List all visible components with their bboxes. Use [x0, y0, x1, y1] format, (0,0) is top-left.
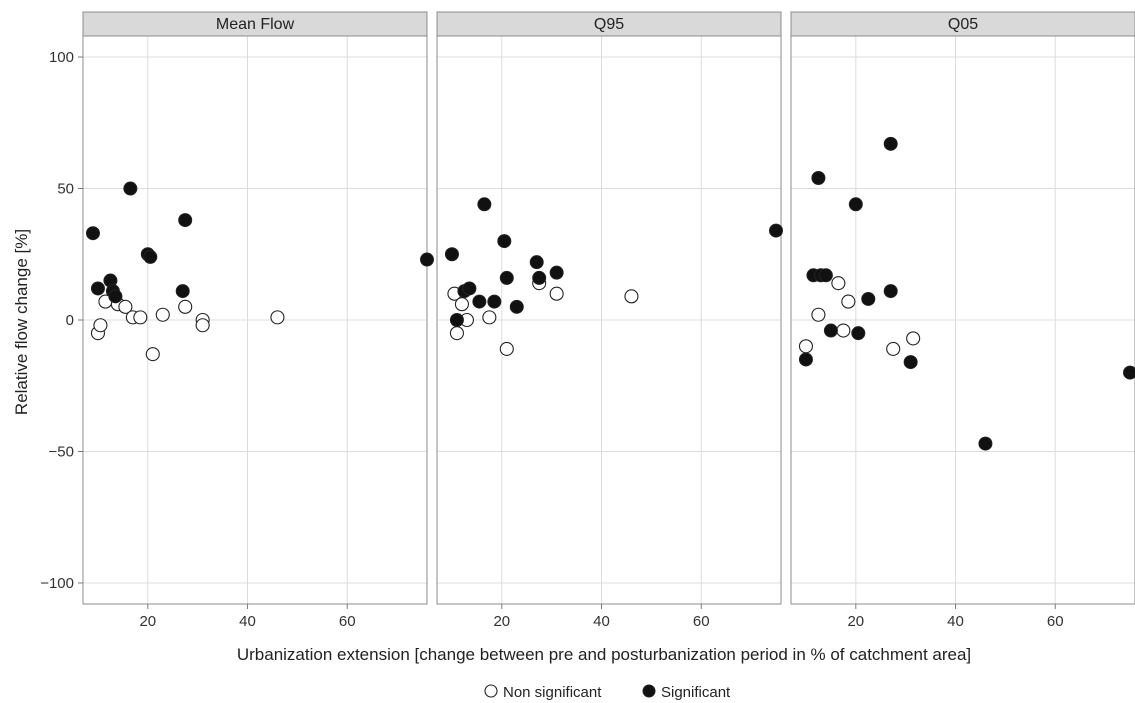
panel-q95: Q95 20 40 60 — [436, 11, 784, 630]
point-significant — [978, 436, 993, 451]
point-non-significant — [454, 297, 469, 312]
point-significant — [444, 247, 459, 262]
y-tick-label: 100 — [49, 49, 74, 66]
x-tick-label: 60 — [339, 613, 356, 630]
x-tick-label: 60 — [1047, 613, 1064, 630]
points-q05 — [798, 136, 1135, 451]
y-tick-label: −50 — [49, 443, 74, 460]
point-non-significant — [195, 318, 210, 333]
legend-label-non-significant: Non significant — [503, 684, 602, 701]
point-significant — [449, 313, 464, 327]
point-non-significant — [906, 331, 921, 346]
point-significant — [1123, 365, 1135, 380]
point-non-significant — [549, 286, 564, 301]
point-significant — [509, 299, 524, 314]
point-significant — [532, 270, 547, 285]
point-non-significant — [155, 307, 170, 322]
point-significant — [818, 268, 833, 283]
point-non-significant — [831, 276, 846, 291]
point-non-significant — [499, 341, 514, 356]
x-tick-label: 20 — [847, 613, 864, 630]
x-tick-label: 40 — [947, 613, 964, 630]
point-non-significant — [178, 299, 193, 314]
legend: Non significant Significant — [484, 684, 731, 701]
point-significant — [883, 136, 898, 151]
point-non-significant — [93, 318, 108, 333]
point-significant — [123, 181, 138, 196]
panel-border-q05 — [790, 35, 1135, 605]
points-mean-flow — [85, 181, 434, 362]
point-non-significant — [624, 289, 639, 304]
point-significant — [420, 252, 434, 267]
legend-marker-significant — [642, 684, 656, 698]
point-non-significant — [270, 310, 285, 325]
point-significant — [487, 294, 502, 309]
legend-label-significant: Significant — [661, 684, 731, 701]
point-significant — [178, 213, 193, 228]
y-tick-label: 50 — [57, 181, 74, 198]
point-non-significant — [841, 294, 856, 309]
panel-q05: Q05 20 40 60 — [790, 11, 1135, 630]
point-significant — [549, 265, 564, 280]
panel-mean-flow: Mean Flow 20 40 60 — [82, 11, 434, 630]
point-significant — [108, 289, 123, 304]
x-tick-label: 60 — [693, 613, 710, 630]
point-significant — [477, 197, 492, 212]
point-non-significant — [145, 347, 160, 362]
point-significant — [143, 249, 158, 264]
strip-mean-flow — [82, 11, 428, 37]
point-significant — [472, 294, 487, 309]
point-significant — [861, 291, 876, 306]
strip-label-q95: Q95 — [594, 16, 624, 33]
point-non-significant — [118, 299, 133, 314]
point-significant — [529, 255, 544, 270]
point-significant — [462, 281, 477, 296]
point-non-significant — [449, 326, 464, 341]
point-non-significant — [886, 341, 901, 356]
point-significant — [811, 171, 826, 185]
point-significant — [175, 284, 190, 299]
point-significant — [85, 226, 100, 241]
point-non-significant — [836, 323, 851, 338]
point-significant — [499, 270, 514, 285]
point-non-significant — [133, 310, 148, 325]
panel-border-q95 — [436, 35, 782, 605]
point-non-significant — [798, 339, 814, 354]
point-significant — [851, 326, 866, 341]
legend-marker-non-significant — [484, 684, 498, 698]
point-significant — [848, 197, 863, 212]
x-tick-label: 20 — [139, 613, 156, 630]
point-non-significant — [811, 307, 826, 322]
x-tick-label: 40 — [239, 613, 256, 630]
point-significant — [769, 223, 784, 238]
point-non-significant — [482, 310, 497, 325]
points-q95 — [444, 197, 784, 356]
point-significant — [798, 352, 813, 367]
y-axis: 100 50 0 −50 −100 — [40, 49, 83, 592]
x-tick-label: 20 — [493, 613, 510, 630]
point-significant — [90, 281, 105, 296]
grid-q05 — [791, 36, 1135, 604]
y-tick-label: −100 — [40, 575, 74, 592]
point-significant — [497, 234, 512, 249]
x-tick-label: 40 — [593, 613, 610, 630]
x-axis-title: Urbanization extension [change between p… — [237, 645, 971, 664]
strip-q95 — [436, 11, 782, 37]
point-significant — [883, 284, 898, 299]
y-axis-title: Relative flow change [%] — [12, 229, 31, 415]
point-significant — [903, 355, 918, 370]
y-tick-label: 0 — [66, 312, 74, 329]
strip-label-mean-flow: Mean Flow — [216, 16, 295, 33]
panels-layer: Mean Flow 20 40 60 Q95 20 40 60 Q05 20 40 60 — [82, 11, 1135, 630]
strip-label-q05: Q05 — [948, 16, 978, 33]
point-significant — [823, 323, 838, 338]
